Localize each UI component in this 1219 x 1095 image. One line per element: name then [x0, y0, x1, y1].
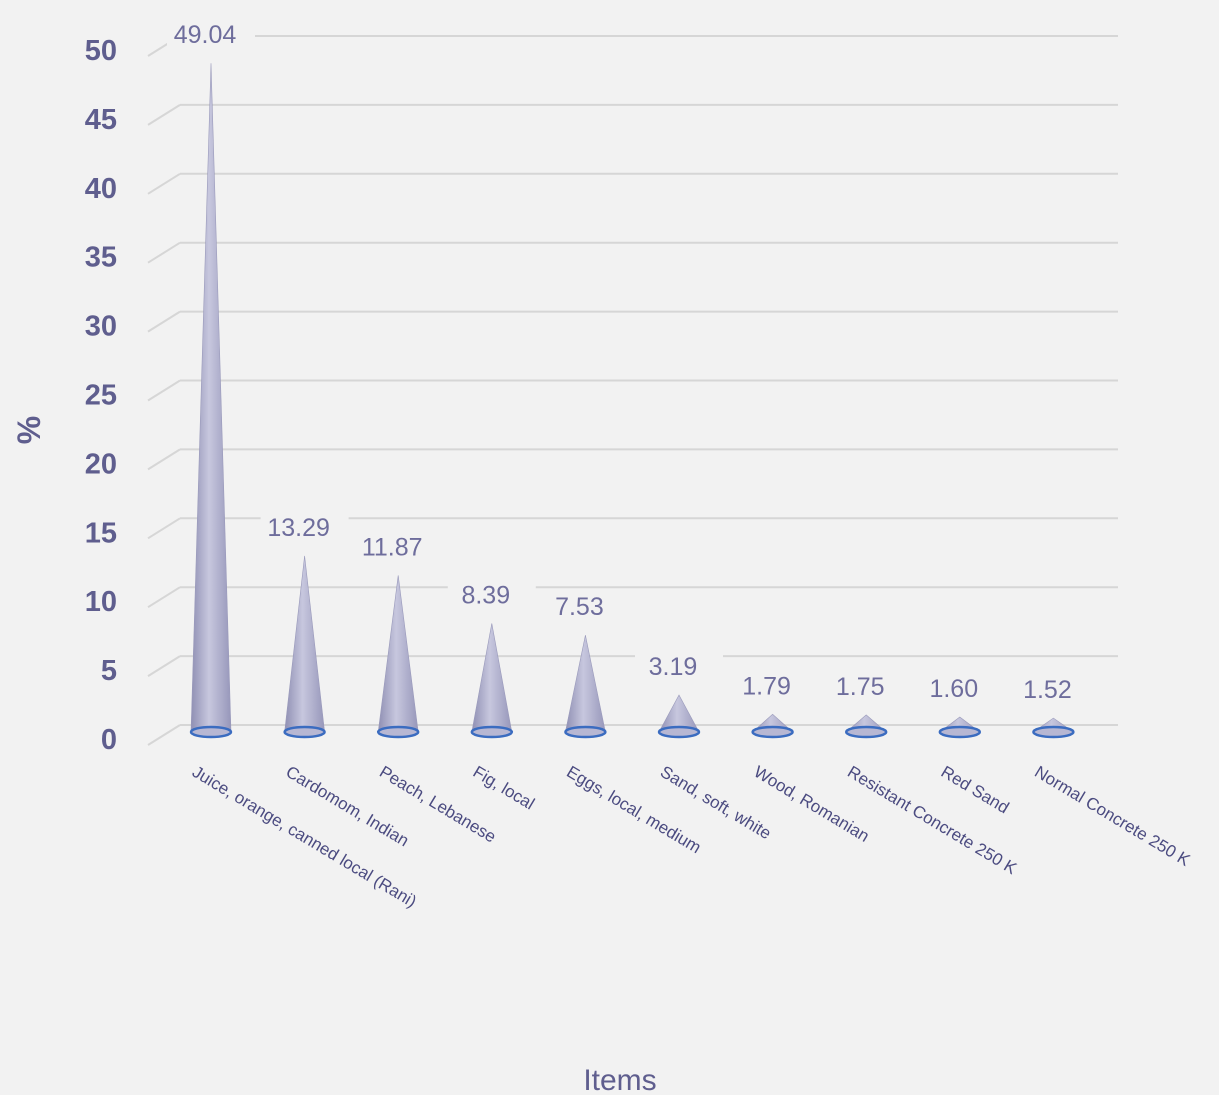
gridline-depth: [147, 586, 181, 609]
value-label-bg: [354, 529, 443, 562]
gridline-depth: [147, 310, 181, 333]
cone-base: [1032, 725, 1075, 739]
gridline-depth: [147, 104, 181, 126]
x-category-label: Resistant Concrete 250 K: [844, 762, 1020, 878]
gridline-depth: [147, 655, 181, 677]
gridline-depth: [147, 172, 181, 195]
value-label-bg: [728, 668, 817, 701]
value-label: 8.39: [461, 581, 510, 609]
value-label: 13.29: [267, 514, 330, 542]
cone-base: [376, 725, 420, 739]
value-label: 1.79: [742, 672, 791, 700]
gridline-depth: [147, 379, 181, 402]
y-tick-label: 30: [85, 311, 117, 343]
cone-base: [564, 725, 607, 739]
cone-base: [657, 725, 701, 739]
value-label: 1.60: [929, 675, 978, 703]
y-axis-ticks: 0 5 10 15 20 25 30 35 40 45 50: [85, 35, 117, 756]
cone-base: [189, 725, 233, 739]
cone-bar: [471, 623, 513, 733]
cone-bar: [284, 555, 325, 733]
cone-bar: [377, 575, 419, 733]
x-category-label: Normal Concrete 250 K: [1031, 762, 1194, 870]
y-axis-title: %: [11, 416, 47, 444]
value-label-bg: [915, 670, 1004, 703]
cone-base: [844, 725, 888, 739]
value-label-bg: [822, 668, 911, 701]
cone-base: [751, 725, 794, 739]
gridline-depth: [147, 517, 181, 540]
y-tick-label: 40: [85, 173, 117, 205]
cones: [189, 63, 1075, 739]
value-label-bg: [1009, 672, 1098, 705]
value-label: 3.19: [649, 653, 698, 681]
x-category-label: Red Sand: [938, 762, 1013, 817]
y-tick-label: 0: [101, 724, 117, 756]
value-label: 49.04: [174, 21, 237, 49]
value-label: 7.53: [555, 593, 604, 621]
y-tick-label: 20: [85, 448, 117, 480]
x-axis-category-labels: Juice, orange, canned local (Rani)Cardom…: [189, 762, 1194, 911]
value-label: 1.52: [1023, 676, 1072, 704]
gridline-depth: [147, 448, 181, 471]
y-tick-label: 45: [85, 104, 117, 136]
y-tick-label: 35: [85, 242, 117, 274]
y-tick-label: 25: [85, 380, 117, 412]
value-label-bg: [447, 577, 536, 610]
cone-base: [283, 725, 326, 739]
value-label-bg: [541, 589, 630, 622]
y-tick-label: 5: [101, 655, 117, 687]
value-label-bg: [635, 649, 723, 682]
gridline-depth: [147, 724, 181, 746]
gridline-depth: [147, 241, 181, 264]
cone-base: [938, 725, 982, 739]
cone-base: [470, 725, 514, 739]
cone-bar: [190, 63, 232, 733]
value-label: 1.75: [836, 673, 885, 701]
gridlines: [147, 35, 1118, 746]
cone-bar: [565, 635, 606, 733]
x-category-label: Fig, local: [470, 762, 538, 813]
y-tick-label: 10: [85, 586, 117, 618]
y-tick-label: 50: [85, 35, 117, 67]
value-label-bg: [167, 17, 255, 50]
value-label-bg: [260, 509, 349, 542]
y-tick-label: 15: [85, 517, 117, 549]
x-axis-title: Items: [583, 1064, 656, 1095]
value-labels: 49.04 13.29 11.87 8.39 7.53 3.19 1.79 1.75 1.60 1…: [167, 17, 1098, 705]
value-label: 11.87: [362, 533, 423, 561]
